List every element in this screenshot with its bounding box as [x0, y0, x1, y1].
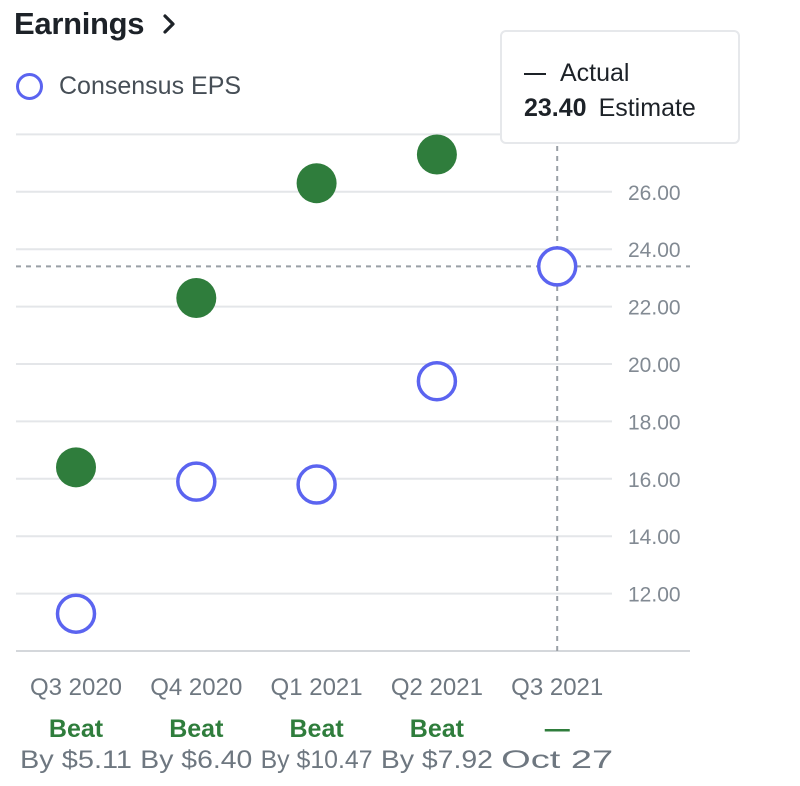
legend-marker-icon [16, 73, 43, 100]
estimate-point [416, 360, 458, 402]
actual-point [56, 447, 96, 488]
difference-label: By $10.47 [261, 746, 373, 774]
actual-point [176, 277, 217, 318]
chevron-right-icon [163, 14, 175, 34]
tooltip-actual-row: Actual [524, 56, 738, 91]
result-label: — [545, 715, 570, 743]
estimate-point [296, 464, 337, 505]
chart-tooltip: Actual 23.40 Estimate [500, 30, 740, 144]
result-label: Beat [49, 715, 104, 743]
result-label: Beat [290, 715, 345, 743]
legend-label: Consensus EPS [59, 72, 242, 100]
section-title: Earnings [14, 6, 145, 41]
difference-labels: By $5.11 By $6.40 By $10.47 By $7.92 Oct 27 [20, 746, 613, 774]
y-tick-label: 14.00 [628, 526, 681, 549]
tooltip-estimate-value: 23.40 [524, 94, 587, 122]
dash-icon [524, 73, 546, 76]
estimate-point [55, 593, 97, 634]
actual-point [296, 163, 337, 204]
y-tick-label: 24.00 [628, 239, 681, 262]
x-axis-label: Q3 2020 [30, 674, 122, 701]
difference-label: By $6.40 [140, 746, 252, 774]
y-tick-label: 20.00 [628, 354, 681, 377]
data-points [55, 134, 578, 634]
y-axis-ticks: 12.00 14.00 16.00 18.00 20.00 22.00 24.00 26.00… [628, 124, 681, 606]
x-axis-label: Q3 2021 [511, 674, 603, 701]
y-tick-label: 26.00 [628, 182, 681, 205]
x-axis-label: Q4 2020 [150, 674, 242, 701]
x-axis-label: Q2 2021 [391, 674, 483, 701]
y-tick-label: 22.00 [628, 297, 681, 320]
grid-lines [16, 133, 612, 595]
chart-legend: Consensus EPS [16, 72, 241, 101]
x-axis-labels: Q3 2020 Q4 2020 Q1 2021 Q2 2021 Q3 2021 [30, 674, 603, 701]
y-tick-label: 16.00 [628, 469, 681, 492]
y-tick-label: 18.00 [628, 411, 681, 434]
tooltip-actual-label: Actual [560, 59, 630, 87]
tooltip-estimate-label: Estimate [598, 94, 696, 122]
difference-label: Oct 27 [501, 746, 613, 774]
x-axis-label: Q1 2021 [271, 674, 363, 701]
estimate-point [536, 246, 578, 287]
difference-label: By $5.11 [20, 746, 132, 774]
result-label: Beat [169, 715, 224, 743]
difference-label: By $7.92 [381, 746, 493, 774]
result-labels: Beat Beat Beat Beat — [49, 715, 570, 743]
estimate-point [176, 461, 217, 502]
tooltip-estimate-row: 23.40 Estimate [524, 91, 738, 126]
result-label: Beat [410, 715, 465, 743]
earnings-header[interactable]: Earnings [14, 2, 180, 46]
actual-point [416, 134, 457, 175]
y-tick-label: 12.00 [628, 584, 681, 607]
